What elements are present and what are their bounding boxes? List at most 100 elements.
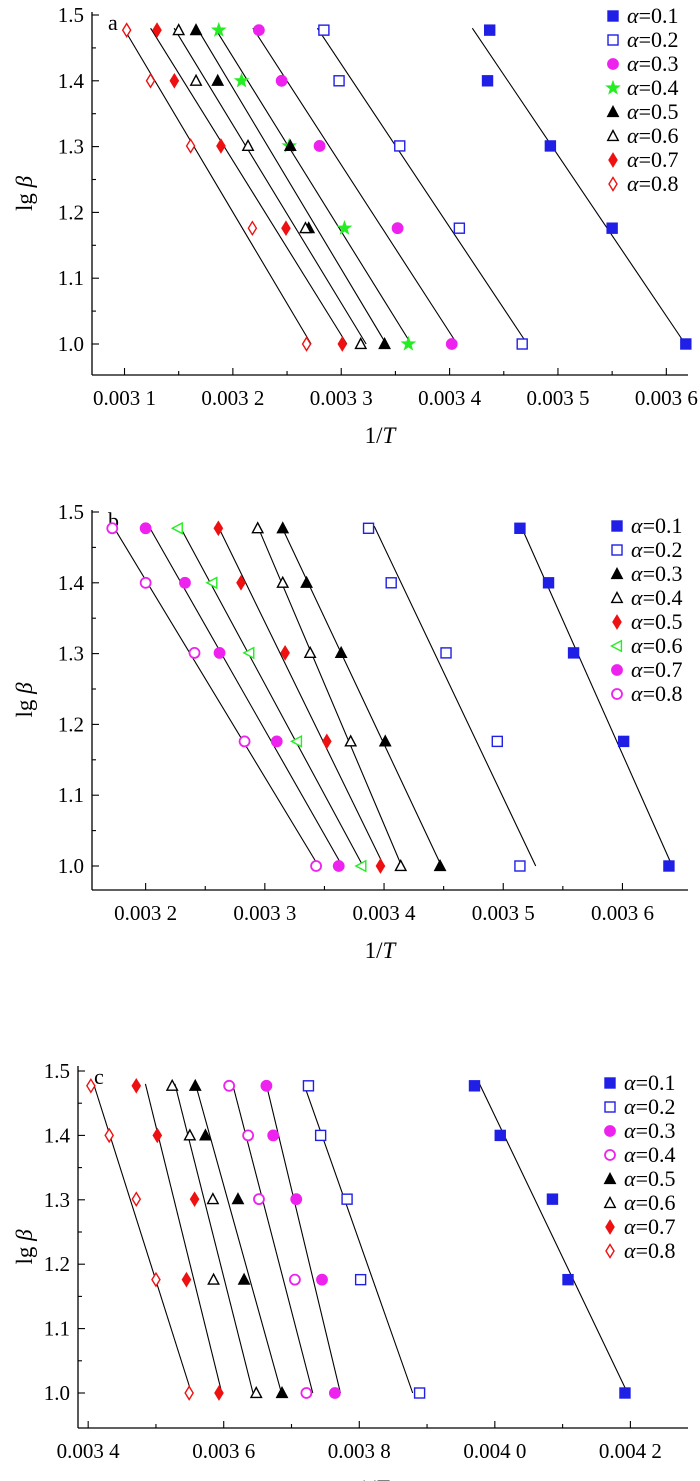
legend-entry: α=0.7 — [631, 657, 682, 682]
fit-line — [194, 1083, 282, 1394]
legend-marker — [603, 1196, 617, 1209]
data-point — [131, 1077, 142, 1094]
data-point — [378, 734, 392, 747]
y-tick-label: 1.1 — [58, 266, 84, 290]
y-tick-label: 1.4 — [58, 69, 85, 93]
data-point — [189, 73, 203, 86]
legend-marker — [605, 79, 621, 95]
x-tick-label: 0.004 0 — [463, 1439, 526, 1463]
y-tick-label: 1.4 — [58, 571, 85, 595]
data-point — [237, 1272, 251, 1285]
legend-marker — [607, 10, 619, 22]
legend-marker — [606, 129, 620, 142]
x-axis-label: 1/T — [358, 1476, 391, 1481]
data-point — [542, 577, 555, 589]
data-point — [433, 859, 447, 872]
legend-entry: α=0.1 — [624, 1070, 675, 1095]
legend-marker — [605, 1219, 615, 1235]
data-point — [300, 1387, 313, 1399]
data-point — [170, 521, 183, 535]
y-tick-label: 1.3 — [58, 642, 84, 666]
data-point — [216, 138, 226, 154]
fit-line — [373, 525, 537, 867]
data-point — [303, 645, 317, 658]
x-tick-label: 0.003 1 — [93, 386, 156, 410]
panel-label: c — [94, 1064, 104, 1089]
y-tick-label: 1.2 — [44, 1252, 70, 1276]
data-point — [213, 520, 224, 537]
data-point — [247, 220, 258, 237]
legend-entry: α=0.5 — [631, 609, 682, 634]
fit-line — [179, 525, 364, 867]
data-point — [313, 140, 326, 152]
x-axis-label: 1/T — [365, 423, 398, 448]
legend-marker — [606, 105, 620, 118]
data-point — [251, 521, 265, 534]
fit-line — [148, 525, 343, 867]
data-point — [165, 1078, 179, 1091]
fit-line — [173, 27, 367, 345]
data-point — [440, 647, 452, 659]
data-point — [275, 74, 288, 87]
y-tick-label: 1.3 — [44, 1188, 70, 1212]
legend-marker — [611, 664, 623, 676]
data-point — [283, 138, 297, 152]
y-axis-label: lg β — [12, 1229, 37, 1265]
legend-entry: α=0.5 — [624, 1166, 675, 1191]
y-tick-label: 1.0 — [58, 854, 84, 878]
legend-entry: α=0.4 — [631, 585, 682, 610]
data-point — [172, 23, 186, 36]
data-point — [189, 23, 203, 36]
legend-entry: α=0.2 — [624, 1094, 675, 1119]
data-point — [131, 1191, 142, 1207]
legend-entry: α=0.1 — [631, 513, 682, 538]
data-point — [336, 219, 353, 235]
data-point — [242, 646, 255, 660]
data-point — [344, 734, 358, 747]
legend-marker — [611, 544, 623, 556]
data-point — [491, 735, 503, 748]
data-point — [516, 338, 528, 350]
data-point — [183, 1128, 197, 1141]
data-point — [210, 21, 227, 37]
data-point — [241, 138, 255, 152]
legend-entry: α=0.6 — [627, 123, 678, 148]
y-tick-label: 1.1 — [58, 783, 84, 807]
data-point — [337, 336, 348, 352]
data-point — [233, 72, 250, 88]
data-point — [494, 1129, 506, 1142]
data-point — [400, 335, 417, 351]
data-point — [207, 1272, 220, 1285]
y-tick-label: 1.0 — [58, 332, 84, 356]
data-point — [341, 1193, 353, 1205]
data-point — [290, 1193, 303, 1206]
data-point — [267, 1129, 280, 1142]
data-point — [280, 645, 290, 661]
fit-line — [257, 525, 403, 867]
data-point — [104, 1127, 114, 1144]
panel-label: b — [108, 508, 119, 533]
y-tick-label: 1.2 — [58, 200, 84, 224]
fit-line — [174, 1083, 254, 1394]
data-point — [152, 22, 162, 38]
data-point — [680, 338, 692, 350]
data-point — [231, 1192, 245, 1205]
y-tick-label: 1.5 — [58, 500, 84, 524]
legend-entry: α=0.5 — [627, 99, 678, 124]
data-point — [385, 577, 397, 589]
data-point — [275, 1386, 289, 1399]
data-point — [290, 734, 303, 748]
data-point — [288, 1273, 301, 1286]
data-point — [185, 138, 196, 154]
data-point — [316, 1273, 328, 1286]
data-point — [301, 336, 312, 352]
legend-entry: α=0.8 — [631, 681, 682, 706]
data-point — [184, 1385, 194, 1401]
legend-marker — [604, 1101, 616, 1113]
data-point — [483, 24, 496, 36]
legend-marker — [610, 591, 624, 604]
data-point — [139, 522, 152, 535]
legend-marker — [610, 567, 624, 580]
x-tick-label: 0.003 6 — [192, 1439, 255, 1463]
